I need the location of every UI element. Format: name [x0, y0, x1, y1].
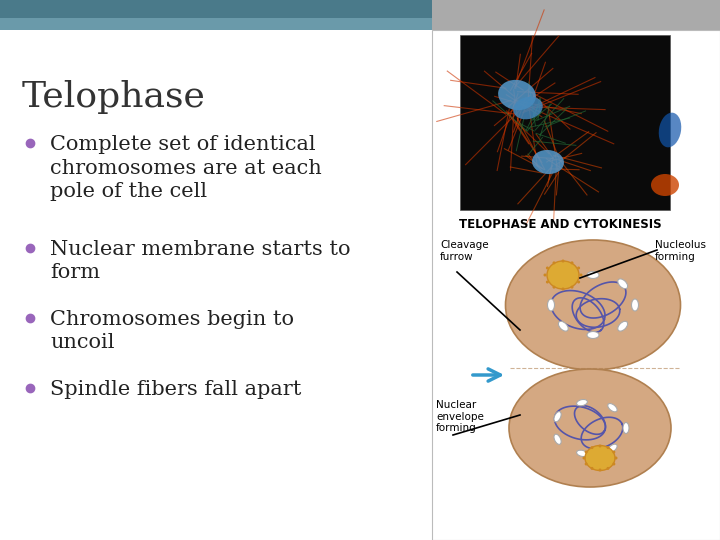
- Circle shape: [570, 286, 574, 288]
- Ellipse shape: [559, 321, 568, 331]
- Bar: [460, 35, 670, 210]
- Ellipse shape: [509, 369, 671, 487]
- Ellipse shape: [587, 272, 599, 279]
- Circle shape: [598, 444, 601, 448]
- Circle shape: [580, 273, 582, 276]
- Ellipse shape: [651, 174, 679, 196]
- Circle shape: [570, 261, 574, 265]
- Ellipse shape: [547, 299, 554, 311]
- Ellipse shape: [554, 434, 561, 444]
- Text: Nuclear membrane starts to
form: Nuclear membrane starts to form: [50, 240, 351, 282]
- Bar: [432, 30, 720, 540]
- Ellipse shape: [587, 332, 599, 339]
- Text: TELOPHASE AND CYTOKINESIS: TELOPHASE AND CYTOKINESIS: [459, 218, 661, 231]
- Text: Cleavage
furrow: Cleavage furrow: [440, 240, 489, 261]
- Ellipse shape: [608, 403, 617, 412]
- Circle shape: [590, 467, 593, 470]
- Ellipse shape: [577, 400, 588, 406]
- Text: Spindle fibers fall apart: Spindle fibers fall apart: [50, 380, 302, 399]
- Circle shape: [612, 450, 616, 454]
- Ellipse shape: [577, 450, 588, 456]
- Text: Nuclear
envelope
forming: Nuclear envelope forming: [436, 400, 484, 433]
- Circle shape: [582, 456, 585, 460]
- Ellipse shape: [532, 150, 564, 174]
- Circle shape: [562, 260, 564, 262]
- Ellipse shape: [513, 97, 543, 119]
- Circle shape: [546, 267, 549, 269]
- Ellipse shape: [623, 422, 629, 434]
- Circle shape: [544, 273, 546, 276]
- Ellipse shape: [659, 113, 681, 147]
- Circle shape: [552, 261, 556, 265]
- Ellipse shape: [554, 411, 561, 422]
- Circle shape: [552, 286, 556, 288]
- Bar: [432, 0, 720, 30]
- Ellipse shape: [618, 321, 628, 331]
- Circle shape: [606, 467, 610, 470]
- Circle shape: [598, 469, 601, 471]
- Circle shape: [585, 450, 588, 454]
- Circle shape: [614, 456, 618, 460]
- Ellipse shape: [608, 444, 617, 453]
- Text: Complete set of identical
chromosomes are at each
pole of the cell: Complete set of identical chromosomes ar…: [50, 135, 322, 201]
- Circle shape: [606, 446, 610, 449]
- Ellipse shape: [585, 446, 615, 470]
- Ellipse shape: [618, 279, 628, 289]
- Circle shape: [562, 287, 564, 291]
- Ellipse shape: [505, 240, 680, 370]
- Ellipse shape: [559, 279, 568, 289]
- Circle shape: [546, 280, 549, 284]
- Bar: [0, 18, 720, 30]
- Ellipse shape: [498, 80, 536, 110]
- Ellipse shape: [631, 299, 639, 311]
- Ellipse shape: [547, 261, 579, 289]
- Circle shape: [585, 462, 588, 465]
- Bar: [0, 0, 720, 18]
- Circle shape: [577, 280, 580, 284]
- Text: Chromosomes begin to
uncoil: Chromosomes begin to uncoil: [50, 310, 294, 353]
- Circle shape: [612, 462, 616, 465]
- Text: Telophase: Telophase: [22, 80, 206, 114]
- Circle shape: [590, 446, 593, 449]
- Text: Nucleolus
forming: Nucleolus forming: [655, 240, 706, 261]
- Circle shape: [577, 267, 580, 269]
